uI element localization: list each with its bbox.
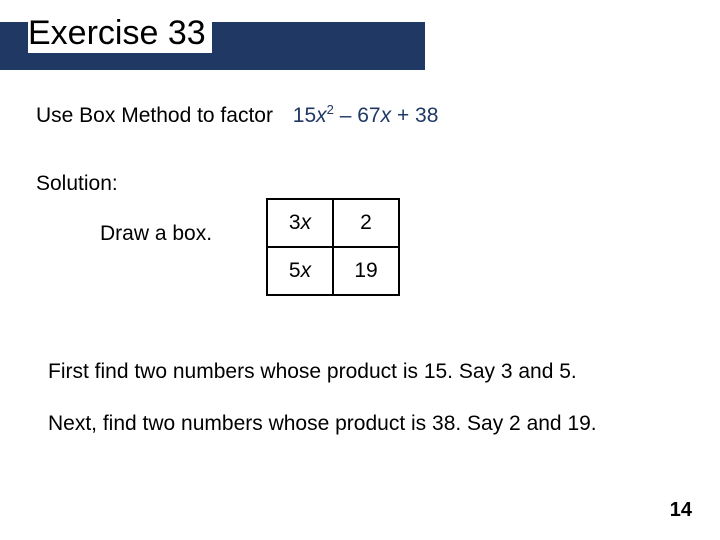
- box-cell: 19: [333, 247, 399, 295]
- page-number: 14: [670, 499, 692, 522]
- box-cell: 2: [333, 199, 399, 247]
- problem-prompt: Use Box Method to factor: [36, 104, 273, 127]
- box-cell: 5x: [267, 247, 333, 295]
- table-row: 5x 19: [267, 247, 399, 295]
- table-row: 3x 2: [267, 199, 399, 247]
- problem-line: Use Box Method to factor 15x2 – 67x + 38: [36, 102, 438, 128]
- step-1-text: First find two numbers whose product is …: [48, 360, 577, 384]
- box-cell: 3x: [267, 199, 333, 247]
- solution-label: Solution:: [36, 172, 118, 196]
- draw-box-label: Draw a box.: [100, 222, 212, 246]
- slide-title: Exercise 33: [28, 14, 212, 53]
- factor-box: 3x 2 5x 19: [266, 198, 400, 296]
- step-2-text: Next, find two numbers whose product is …: [48, 412, 597, 436]
- problem-expression: 15x2 – 67x + 38: [293, 104, 439, 127]
